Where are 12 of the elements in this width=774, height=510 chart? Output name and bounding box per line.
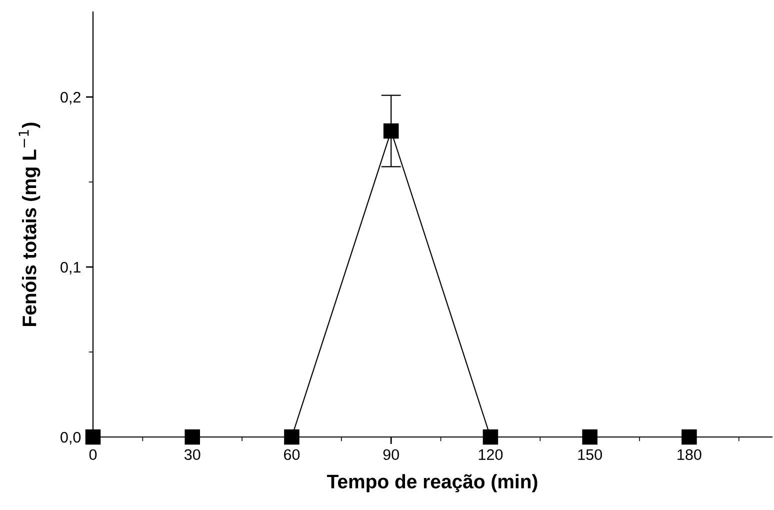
x-tick-label: 60 — [284, 449, 300, 460]
x-axis-title: Tempo de reação (min) — [327, 474, 538, 492]
x-tick-label: 120 — [478, 449, 503, 460]
y-tick-label: 0,1 — [60, 262, 80, 274]
y-tick-label: 0,2 — [60, 92, 80, 104]
x-tick-label: 0 — [89, 449, 97, 460]
x-tick-label: 150 — [578, 449, 602, 460]
x-tick-label: 90 — [383, 449, 399, 460]
y-axis-title: Fenóis totais (mg L$^{−1}$) — [18, 122, 40, 326]
y-tick-label: 0,0 — [60, 432, 81, 444]
x-tick-label: 180 — [678, 449, 702, 460]
x-tick-label: 30 — [184, 449, 200, 460]
